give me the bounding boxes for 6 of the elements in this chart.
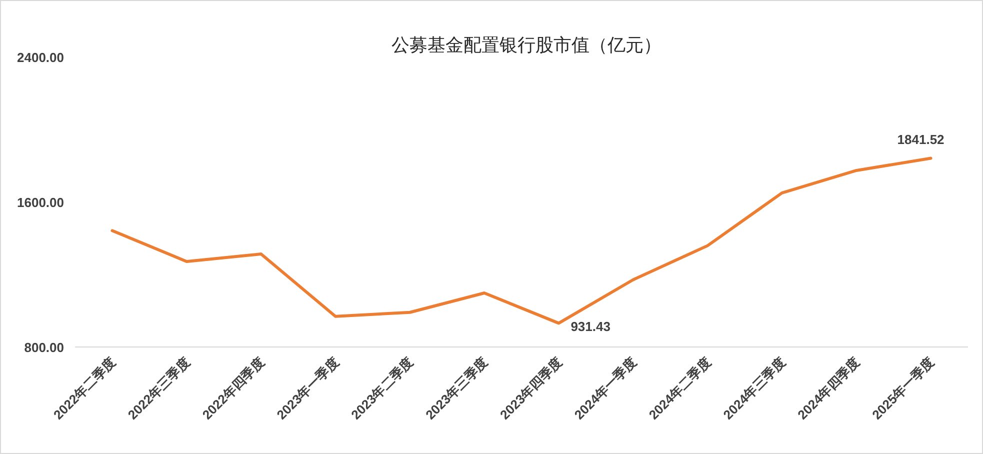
data-label: 1841.52 — [897, 132, 944, 148]
y-tick-label: 800.00 — [24, 340, 64, 355]
chart-title: 公募基金配置银行股市值（亿元） — [392, 35, 662, 55]
data-label: 931.43 — [570, 319, 610, 334]
y-tick-label: 2400.00 — [17, 50, 64, 65]
y-tick-label: 1600.00 — [17, 195, 64, 210]
